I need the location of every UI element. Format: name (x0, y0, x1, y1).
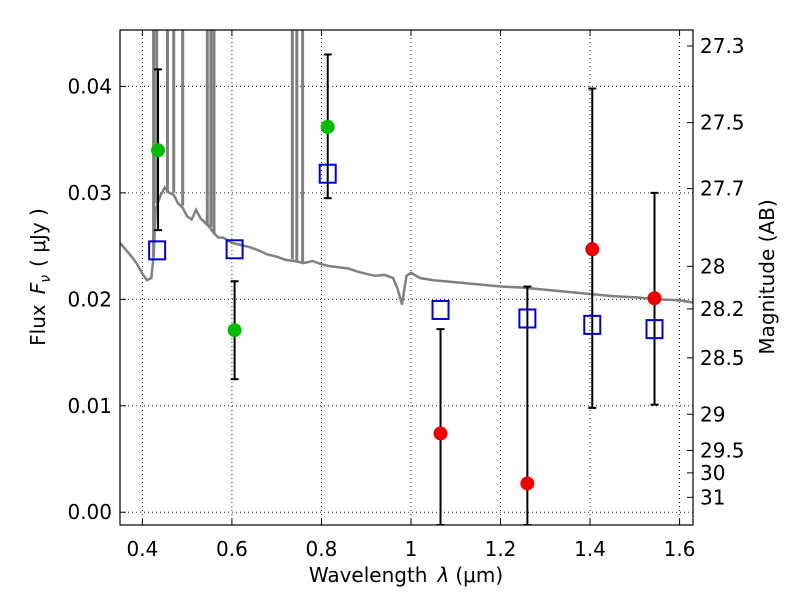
y-axis-title: FluxFν( μJy ) (26, 208, 54, 346)
y-axis-right-title: Magnitude (AB) (755, 199, 779, 354)
x-tick-label: 0.4 (126, 537, 158, 561)
x-tick-label: 1.6 (664, 537, 696, 561)
mag-tick-label: 28.2 (700, 297, 745, 321)
mag-tick-label: 28.5 (700, 346, 745, 370)
model-band-square (583, 314, 602, 335)
non-detection-point (585, 242, 600, 257)
model-band-square (645, 319, 664, 340)
non-detection-point (433, 426, 448, 441)
x-tick-label: 0.8 (306, 537, 338, 561)
plot-frame (119, 29, 694, 526)
axis-ticks: 0.4 0.6 0.8 1 1.2 1.4 1.6 0.00 0.01 0.02 0.03 0.04 2… (67, 30, 745, 561)
non-detection-point (647, 291, 662, 306)
mag-tick-label: 31 (700, 485, 725, 509)
model-sed-line (120, 185, 693, 305)
mag-tick-label: 29 (700, 402, 725, 426)
mag-tick-label: 30 (700, 461, 725, 485)
x-tick-label: 1.4 (574, 537, 606, 561)
y-tick-label: 0.01 (67, 394, 112, 418)
detection-point (320, 119, 335, 134)
y-tick-label: 0.02 (67, 287, 112, 311)
model-band-square (318, 163, 337, 184)
y-tick-label: 0.04 (67, 74, 112, 98)
non-detection-point (520, 476, 535, 491)
grid (120, 30, 693, 525)
x-tick-label: 0.6 (216, 537, 248, 561)
mag-tick-label: 29.5 (700, 438, 745, 462)
emission-lines (152, 30, 305, 264)
detection-point (227, 323, 242, 338)
model-band-fluxes (148, 163, 664, 340)
mag-tick-label: 28 (700, 254, 725, 278)
model-band-square (431, 299, 450, 320)
detection-point (151, 143, 166, 158)
y-tick-label: 0.00 (67, 500, 112, 524)
x-axis-title: Wavelength λ (μm) (309, 563, 503, 587)
x-tick-label: 1.2 (485, 537, 517, 561)
x-tick-label: 1 (405, 537, 418, 561)
model-band-square (148, 240, 167, 261)
mag-tick-label: 27.7 (700, 177, 745, 201)
error-bars (154, 53, 659, 525)
mag-tick-label: 27.5 (700, 111, 745, 135)
model-band-square (225, 239, 244, 260)
mag-tick-label: 27.3 (700, 34, 745, 58)
plot-area (120, 30, 693, 525)
y-tick-label: 0.03 (67, 181, 112, 205)
model-band-square (518, 308, 537, 329)
measured-fluxes (151, 119, 662, 491)
